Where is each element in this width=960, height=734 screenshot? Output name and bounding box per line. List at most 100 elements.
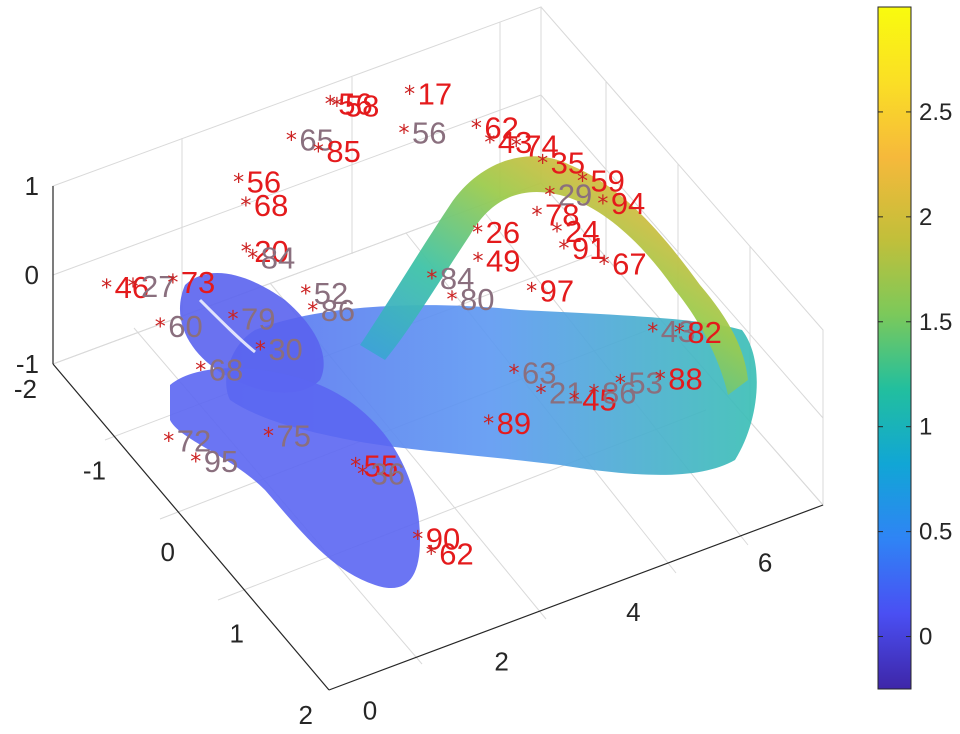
point-marker: * [127, 275, 138, 300]
point-marker: * [190, 450, 201, 475]
x-tick-label: 2 [494, 646, 508, 676]
point-marker: * [472, 250, 483, 275]
point-marker: * [647, 320, 658, 345]
point-marker: * [233, 171, 244, 196]
point-label: 43 [661, 314, 695, 349]
point-marker: * [558, 237, 569, 262]
point-marker: * [655, 367, 666, 392]
point-label: 75 [276, 418, 310, 453]
point-marker: * [101, 276, 112, 301]
colorbar-ticks: 0 0.5 1 1.5 2 2.5 [878, 99, 952, 651]
grid-line [540, 94, 824, 419]
point-label: 68 [209, 353, 243, 388]
point-marker: * [597, 192, 608, 217]
point-marker: * [537, 151, 548, 176]
x-tick-label: 4 [626, 597, 640, 627]
y-tick-label: -1 [83, 456, 106, 486]
point-marker: * [483, 412, 494, 437]
point-marker: * [286, 129, 297, 154]
point-markers: * 65* 56* 58* 85* 17* 56* 68* 56* 62* 43* 74* 20* 84*… [101, 77, 722, 572]
point-marker: * [484, 131, 495, 156]
point-label: 86 [602, 375, 636, 410]
z-tick-label: 1 [25, 171, 39, 201]
point-marker: * [589, 381, 600, 406]
point-label: 45 [582, 383, 616, 418]
point-label: 79 [241, 301, 275, 336]
point-marker: * [472, 221, 483, 246]
point-label: 46 [115, 270, 149, 305]
point-label: 55 [364, 448, 398, 483]
point-marker: * [544, 183, 555, 208]
point-marker: * [446, 288, 457, 313]
point-marker: * [599, 252, 610, 277]
point-marker: * [331, 95, 342, 120]
point-label: 56 [338, 87, 372, 122]
z-axis-ticks: -1 0 1 [16, 171, 39, 379]
point-label: 56 [412, 115, 446, 150]
colorbar-scale [877, 6, 912, 690]
surface-lower-lobe [170, 368, 420, 588]
point-marker: * [307, 299, 318, 324]
point-label: 65 [299, 123, 333, 158]
x-axis-line [328, 504, 824, 691]
point-label: 58 [345, 89, 379, 124]
colorbar-tick-label: 0 [919, 624, 932, 651]
point-label: 20 [254, 234, 288, 269]
point-label: 90 [426, 522, 460, 557]
point-marker: * [404, 83, 415, 108]
surface-loop-band [360, 156, 748, 395]
point-label: 56 [247, 165, 281, 200]
point-marker: * [412, 528, 423, 553]
point-marker: * [398, 121, 409, 146]
point-label: 84 [261, 241, 295, 276]
point-label: 91 [572, 231, 606, 266]
point-marker: * [426, 267, 437, 292]
point-label: 73 [181, 265, 215, 300]
point-label: 97 [540, 274, 574, 309]
point-marker: * [247, 247, 258, 272]
point-label: 85 [326, 134, 360, 169]
point-marker: * [350, 454, 361, 479]
point-label: 26 [486, 215, 520, 250]
x-axis-ticks: 0 2 4 6 [363, 548, 773, 726]
point-label: 29 [558, 177, 592, 212]
point-label: 78 [545, 197, 579, 232]
colorbar-tick-label: 0.5 [919, 519, 952, 546]
y-axis-ticks: -2 -1 0 1 2 [14, 374, 313, 730]
point-label: 21 [549, 376, 583, 411]
point-marker: * [577, 169, 588, 194]
point-marker: * [228, 307, 239, 332]
surface-left-fold [179, 273, 324, 393]
point-marker: * [163, 430, 174, 455]
point-marker: * [155, 315, 166, 340]
point-label: 74 [524, 129, 558, 164]
y-tick-label: 0 [161, 537, 175, 567]
point-marker: * [509, 361, 520, 386]
point-label: 67 [612, 246, 646, 281]
point-label: 59 [590, 163, 624, 198]
axes-front-edges [52, 186, 824, 691]
x-tick-label: 6 [758, 548, 772, 578]
point-label: 84 [440, 261, 474, 296]
point-marker: * [300, 282, 311, 307]
point-marker: * [552, 220, 563, 245]
point-label: 94 [611, 186, 645, 221]
point-marker: * [569, 389, 580, 414]
point-marker: * [511, 135, 522, 160]
point-label: 88 [668, 361, 702, 396]
point-label: 49 [486, 244, 520, 279]
point-label: 62 [439, 536, 473, 571]
point-marker: * [313, 140, 324, 165]
grid-line [52, 94, 542, 276]
x-tick-label: 0 [363, 696, 377, 726]
point-label: 17 [418, 77, 452, 112]
colorbar-tick-label: 2 [919, 204, 932, 231]
y-tick-label: -2 [14, 374, 37, 404]
y-tick-label: 1 [230, 619, 244, 649]
point-label: 95 [204, 444, 238, 479]
point-label: 80 [460, 282, 494, 317]
point-label: 24 [565, 214, 599, 249]
point-marker: * [615, 371, 626, 396]
point-label: 35 [551, 145, 585, 180]
point-label: 82 [687, 315, 721, 350]
